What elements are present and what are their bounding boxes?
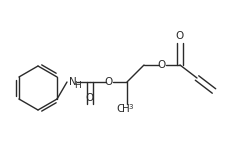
Text: O: O: [175, 31, 183, 41]
Text: H: H: [122, 104, 129, 114]
Text: C: C: [116, 104, 123, 114]
Text: O: O: [86, 93, 94, 103]
Text: O: O: [157, 60, 165, 70]
Text: O: O: [104, 77, 113, 87]
Text: H: H: [74, 80, 81, 90]
Text: 3: 3: [128, 104, 133, 110]
Text: N: N: [69, 77, 76, 87]
